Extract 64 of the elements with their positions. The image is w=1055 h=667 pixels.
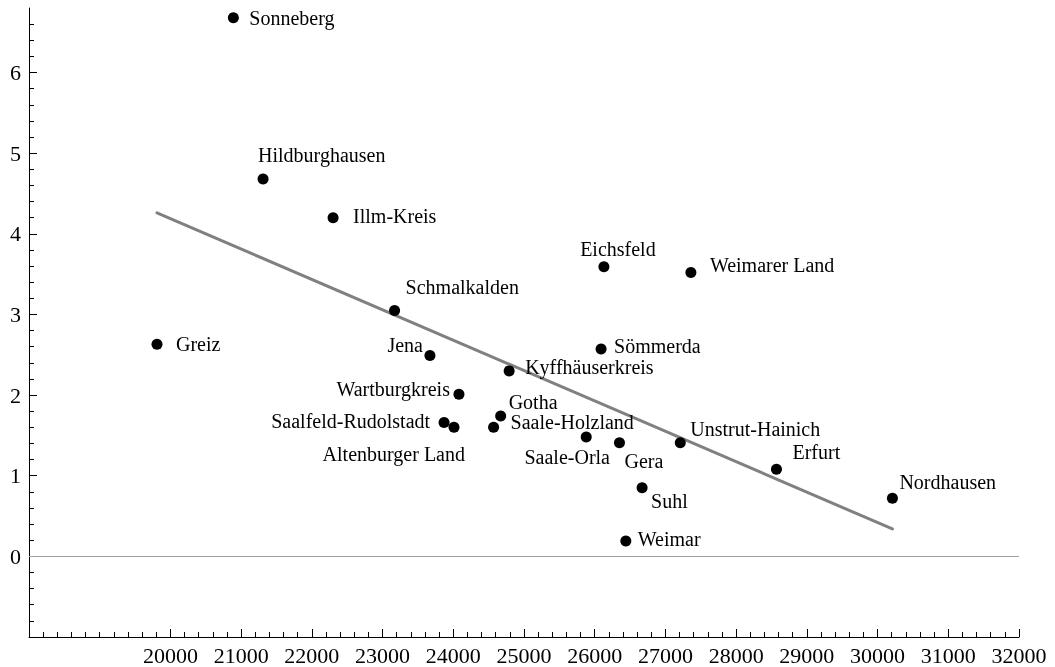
point [448, 421, 460, 433]
point [674, 437, 686, 449]
point [595, 343, 607, 355]
point [389, 304, 401, 316]
annotation: Altenburger Land [322, 443, 465, 467]
y-tick-label: 1 [10, 463, 21, 489]
y-tick-label: 0 [10, 543, 21, 569]
x-tick-label: 29000 [779, 642, 835, 667]
y-tick-label: 4 [10, 221, 21, 247]
point [620, 535, 632, 547]
y-tick-label: 5 [10, 140, 21, 166]
annotation: Weimar [637, 528, 701, 551]
annotation: Hildburghausen [258, 143, 386, 167]
annotation: Erfurt [792, 441, 841, 464]
x-tick-label: 32000 [991, 642, 1047, 667]
annotation: Gera [624, 449, 664, 472]
x-tick-label: 23000 [355, 642, 411, 667]
point [580, 431, 592, 443]
annotation: Weimarer Land [709, 253, 835, 276]
annotation: Nordhausen [899, 471, 997, 494]
point [613, 437, 625, 449]
annotation: Saale-Orla [524, 446, 611, 469]
point [598, 261, 610, 273]
x-tick-label: 27000 [637, 642, 693, 667]
point [453, 388, 465, 400]
x-tick-label: 31000 [920, 642, 976, 667]
x-tick-label: 30000 [850, 642, 906, 667]
annotation: Unstrut-Hainich [690, 417, 821, 440]
annotation: Suhl [651, 489, 689, 512]
x-tick-label: 24000 [425, 642, 481, 667]
x-tick-label: 20000 [142, 642, 198, 667]
point [685, 267, 697, 278]
annotation: Eichsfeld [580, 237, 656, 260]
x-tick-label: 21000 [213, 642, 269, 667]
annotation: Gotha [508, 391, 558, 414]
x-tick-label: 26000 [567, 642, 623, 667]
annotation: Schmalkalden [405, 276, 519, 299]
point [424, 350, 436, 362]
annotation: Wartburgkreis [336, 378, 451, 402]
point [151, 338, 163, 350]
y-tick-label: 6 [10, 60, 21, 86]
annotation: Jena [387, 333, 424, 356]
point [327, 212, 339, 224]
y-tick-label: 2 [10, 382, 21, 408]
point [770, 463, 782, 475]
point [636, 482, 648, 494]
y-tick-label: 3 [10, 301, 21, 327]
point [257, 173, 269, 185]
annotation: Illm-Kreis [353, 204, 437, 227]
annotation: Saale-Holzland [510, 411, 634, 434]
point [495, 410, 507, 422]
point [227, 12, 239, 24]
annotation: Sonneberg [249, 6, 335, 30]
annotation: Sömmerda [614, 335, 701, 358]
point [886, 492, 898, 504]
x-tick-label: 25000 [496, 642, 552, 667]
x-tick-label: 28000 [708, 642, 764, 667]
point [488, 421, 500, 433]
annotation: Kyffhäuserkreis [525, 355, 654, 379]
x-tick-label: 22000 [284, 642, 340, 667]
annotation: Greiz [175, 333, 221, 356]
annotation: Saalfeld-Rudolstadt [271, 410, 431, 433]
point [438, 417, 450, 428]
point [503, 365, 515, 377]
